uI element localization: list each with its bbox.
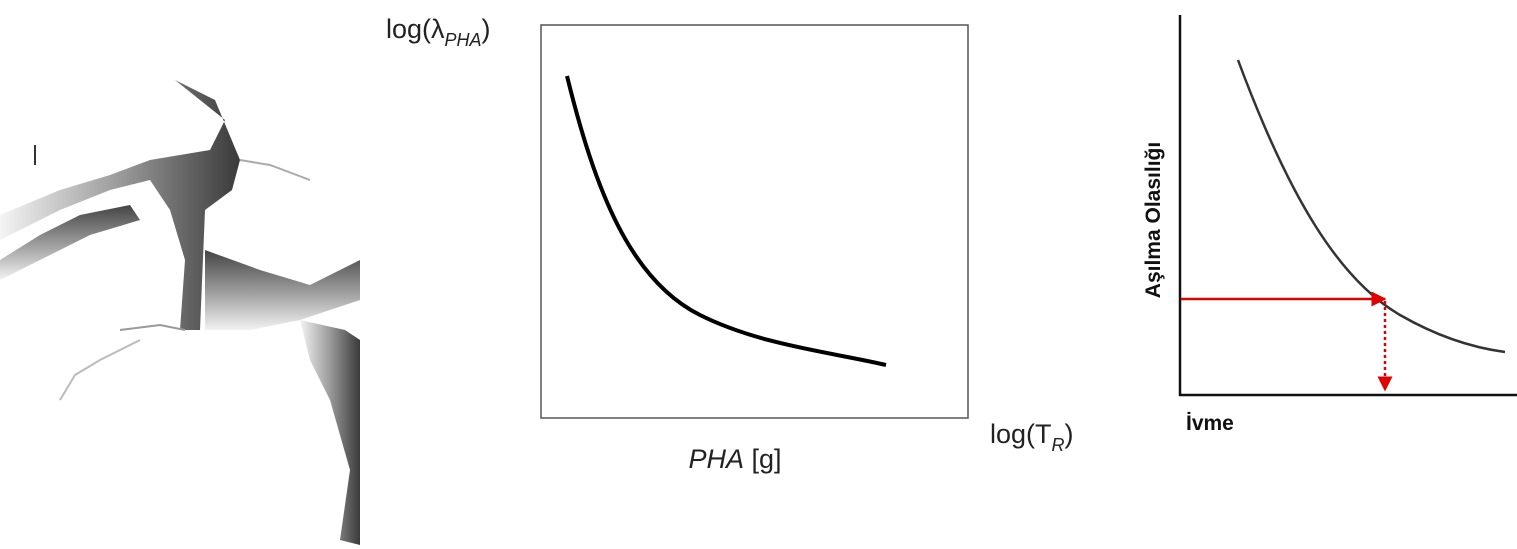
crack-line (119, 323, 186, 331)
crack (0, 205, 140, 280)
crack (300, 320, 360, 545)
crack-line (59, 339, 141, 401)
plot-frame (540, 24, 969, 419)
label-part: ) (482, 14, 491, 44)
hazard-curve-diagram: log(λPHA) PHA [g] log(TR) (386, 14, 1074, 474)
x-axis-label: İvme (1186, 412, 1234, 435)
exceedance-diagram: Aşılma Olasılığı İvme (1142, 15, 1517, 435)
x-axis-label: PHA [g] (688, 444, 781, 474)
label-part: log(T (990, 419, 1052, 449)
crack-illustration (0, 80, 360, 545)
side-label: log(TR) (990, 419, 1074, 455)
label-subscript: PHA (445, 30, 482, 50)
crack (205, 250, 360, 330)
crack-line (239, 159, 311, 181)
curve (565, 75, 887, 367)
label-subscript: R (1052, 435, 1065, 455)
label-part: PHA (688, 444, 744, 474)
crack (0, 80, 240, 330)
label-part: [g] (752, 444, 782, 474)
curve (1236, 59, 1506, 354)
label-part: ) (1065, 419, 1074, 449)
label-part: log(λ (386, 14, 445, 44)
y-axis-label: log(λPHA) (386, 14, 491, 50)
y-axis-label: Aşılma Olasılığı (1142, 142, 1165, 298)
